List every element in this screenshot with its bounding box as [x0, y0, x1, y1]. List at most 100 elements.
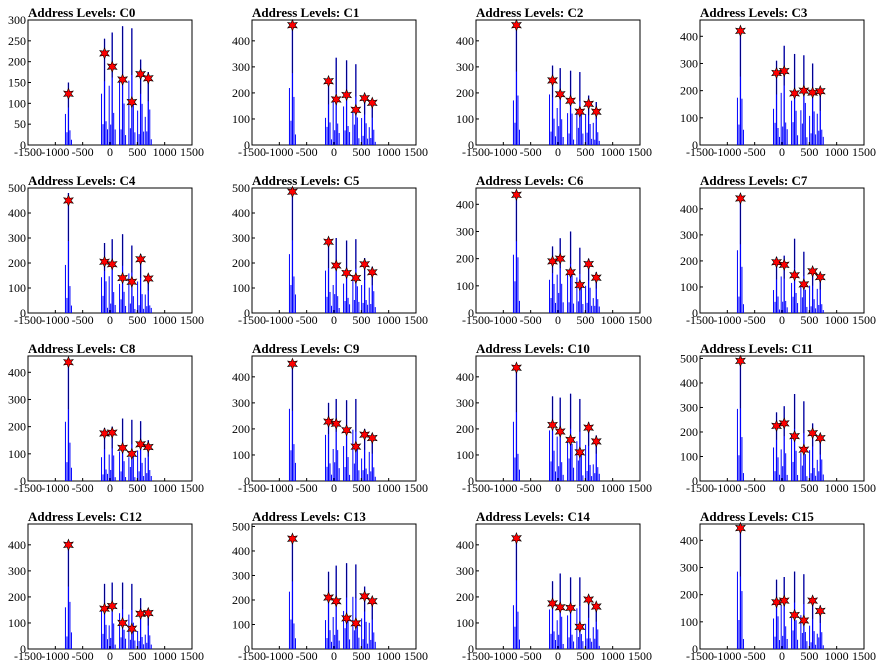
chart-panel: -1500 -1000 -500 0 500 1000 1500 0 100 200 300 400 A…	[0, 504, 224, 672]
plot-frame	[251, 19, 417, 146]
star-marker	[99, 255, 111, 269]
x-tick-label: 1000	[377, 313, 401, 327]
x-tick-label: -1000	[265, 481, 293, 495]
x-tick-label: 1000	[825, 313, 849, 327]
y-tick-label: 400	[232, 544, 250, 558]
y-tick-label: 0	[20, 642, 26, 656]
chart-panel: -1500 -1000 -500 0 500 1000 1500 0 100 200 300 400 A…	[448, 336, 672, 504]
y-tick-label: 0	[692, 138, 698, 152]
x-tick-label: -500	[744, 313, 766, 327]
star-marker	[554, 425, 566, 438]
star-marker	[510, 18, 522, 32]
star-marker	[814, 270, 826, 284]
bar-group	[288, 536, 376, 649]
plot-frame	[27, 19, 193, 146]
star-marker	[341, 88, 353, 102]
chart-svg: -1500 -1000 -500 0 500 1000 1500 0 100 200 300 400 5…	[8, 181, 204, 327]
star-marker	[771, 255, 783, 269]
star-marker	[798, 84, 810, 97]
star-marker	[554, 252, 566, 265]
x-tick-label: -1000	[265, 313, 293, 327]
x-tick-label: 0	[331, 145, 337, 159]
star-marker	[565, 601, 577, 615]
y-tick-label: 200	[456, 590, 474, 604]
x-tick-label: 500	[128, 145, 146, 159]
star-marker	[286, 532, 298, 546]
chart-svg: -1500 -1000 -500 0 500 1000 1500 0 100 200 300 400	[232, 18, 428, 159]
x-tick-label: 1500	[852, 313, 876, 327]
x-tick-label: 1500	[628, 649, 652, 663]
y-tick-label: 400	[8, 206, 26, 220]
x-tick-label: -1500	[14, 481, 42, 495]
star-marker	[142, 606, 154, 620]
y-tick-label: 100	[8, 447, 26, 461]
y-tick-label: 0	[468, 474, 474, 488]
chart-svg: -1500 -1000 -500 0 500 1000 1500 0 50 100 150 200 25…	[8, 13, 204, 159]
star-marker	[62, 355, 74, 369]
star-marker	[789, 268, 801, 282]
x-tick-label: -1000	[41, 145, 69, 159]
star-marker	[590, 271, 602, 284]
star-marker	[126, 447, 138, 461]
x-tick-label: -1000	[489, 313, 517, 327]
bar-group	[736, 198, 824, 313]
x-tick-label: 1500	[180, 145, 204, 159]
star-marker	[323, 235, 335, 249]
y-tick-label: 100	[456, 279, 474, 293]
y-tick-label: 400	[232, 206, 250, 220]
x-tick-label: 1000	[153, 313, 177, 327]
x-tick-label: -1500	[238, 145, 266, 159]
bar-group	[512, 534, 600, 649]
y-tick-label: 300	[8, 392, 26, 406]
star-marker	[126, 622, 138, 635]
x-tick-label: -500	[520, 649, 542, 663]
star-marker	[106, 599, 118, 613]
star-marker	[734, 354, 746, 368]
x-tick-label: 1500	[852, 145, 876, 159]
y-tick-label: 0	[468, 138, 474, 152]
y-tick-label: 400	[232, 370, 250, 384]
chart-svg: -1500 -1000 -500 0 500 1000 1500 0 100 200 300 400	[456, 18, 652, 159]
star-marker	[778, 417, 790, 430]
bar-group	[736, 30, 824, 145]
x-tick-label: 1500	[180, 481, 204, 495]
y-tick-label: 300	[456, 396, 474, 410]
plot-frame	[475, 187, 641, 314]
star-marker	[734, 24, 746, 38]
star-marker	[366, 96, 378, 110]
bar-group	[288, 25, 376, 145]
star-marker	[574, 278, 586, 292]
plot-frame	[27, 355, 193, 482]
y-tick-label: 200	[456, 422, 474, 436]
y-tick-label: 100	[456, 616, 474, 630]
y-tick-label: 100	[680, 615, 698, 629]
star-marker	[798, 443, 810, 456]
star-marker	[323, 74, 335, 88]
x-tick-label: -1500	[238, 649, 266, 663]
star-marker	[62, 87, 74, 101]
chart-svg: -1500 -1000 -500 0 500 1000 1500 0 100 200 300 400 5…	[680, 351, 876, 495]
x-tick-label: 500	[352, 481, 370, 495]
star-marker	[62, 194, 74, 207]
x-tick-label: -1000	[489, 481, 517, 495]
x-tick-label: 1000	[601, 313, 625, 327]
bar-group	[736, 528, 824, 649]
x-tick-label: -1000	[41, 649, 69, 663]
chart-title: Address Levels: C3	[700, 5, 808, 20]
chart-svg: -1500 -1000 -500 0 500 1000 1500 0 100 200 300 400	[456, 187, 652, 327]
x-tick-label: -500	[520, 313, 542, 327]
star-marker	[807, 426, 819, 440]
y-tick-label: 400	[680, 376, 698, 390]
y-tick-label: 200	[8, 55, 26, 69]
chart-svg: -1500 -1000 -500 0 500 1000 1500 0 100 200 300 400	[8, 523, 204, 663]
star-marker	[583, 593, 595, 606]
y-tick-label: 400	[456, 34, 474, 48]
chart-panel: -1500 -1000 -500 0 500 1000 1500 0 100 200 300 400 5…	[672, 336, 896, 504]
x-tick-label: 1000	[153, 649, 177, 663]
y-tick-label: 250	[8, 34, 26, 48]
y-tick-label: 200	[232, 422, 250, 436]
star-marker	[341, 266, 353, 280]
plot-frame	[699, 523, 865, 650]
y-tick-label: 50	[14, 117, 26, 131]
